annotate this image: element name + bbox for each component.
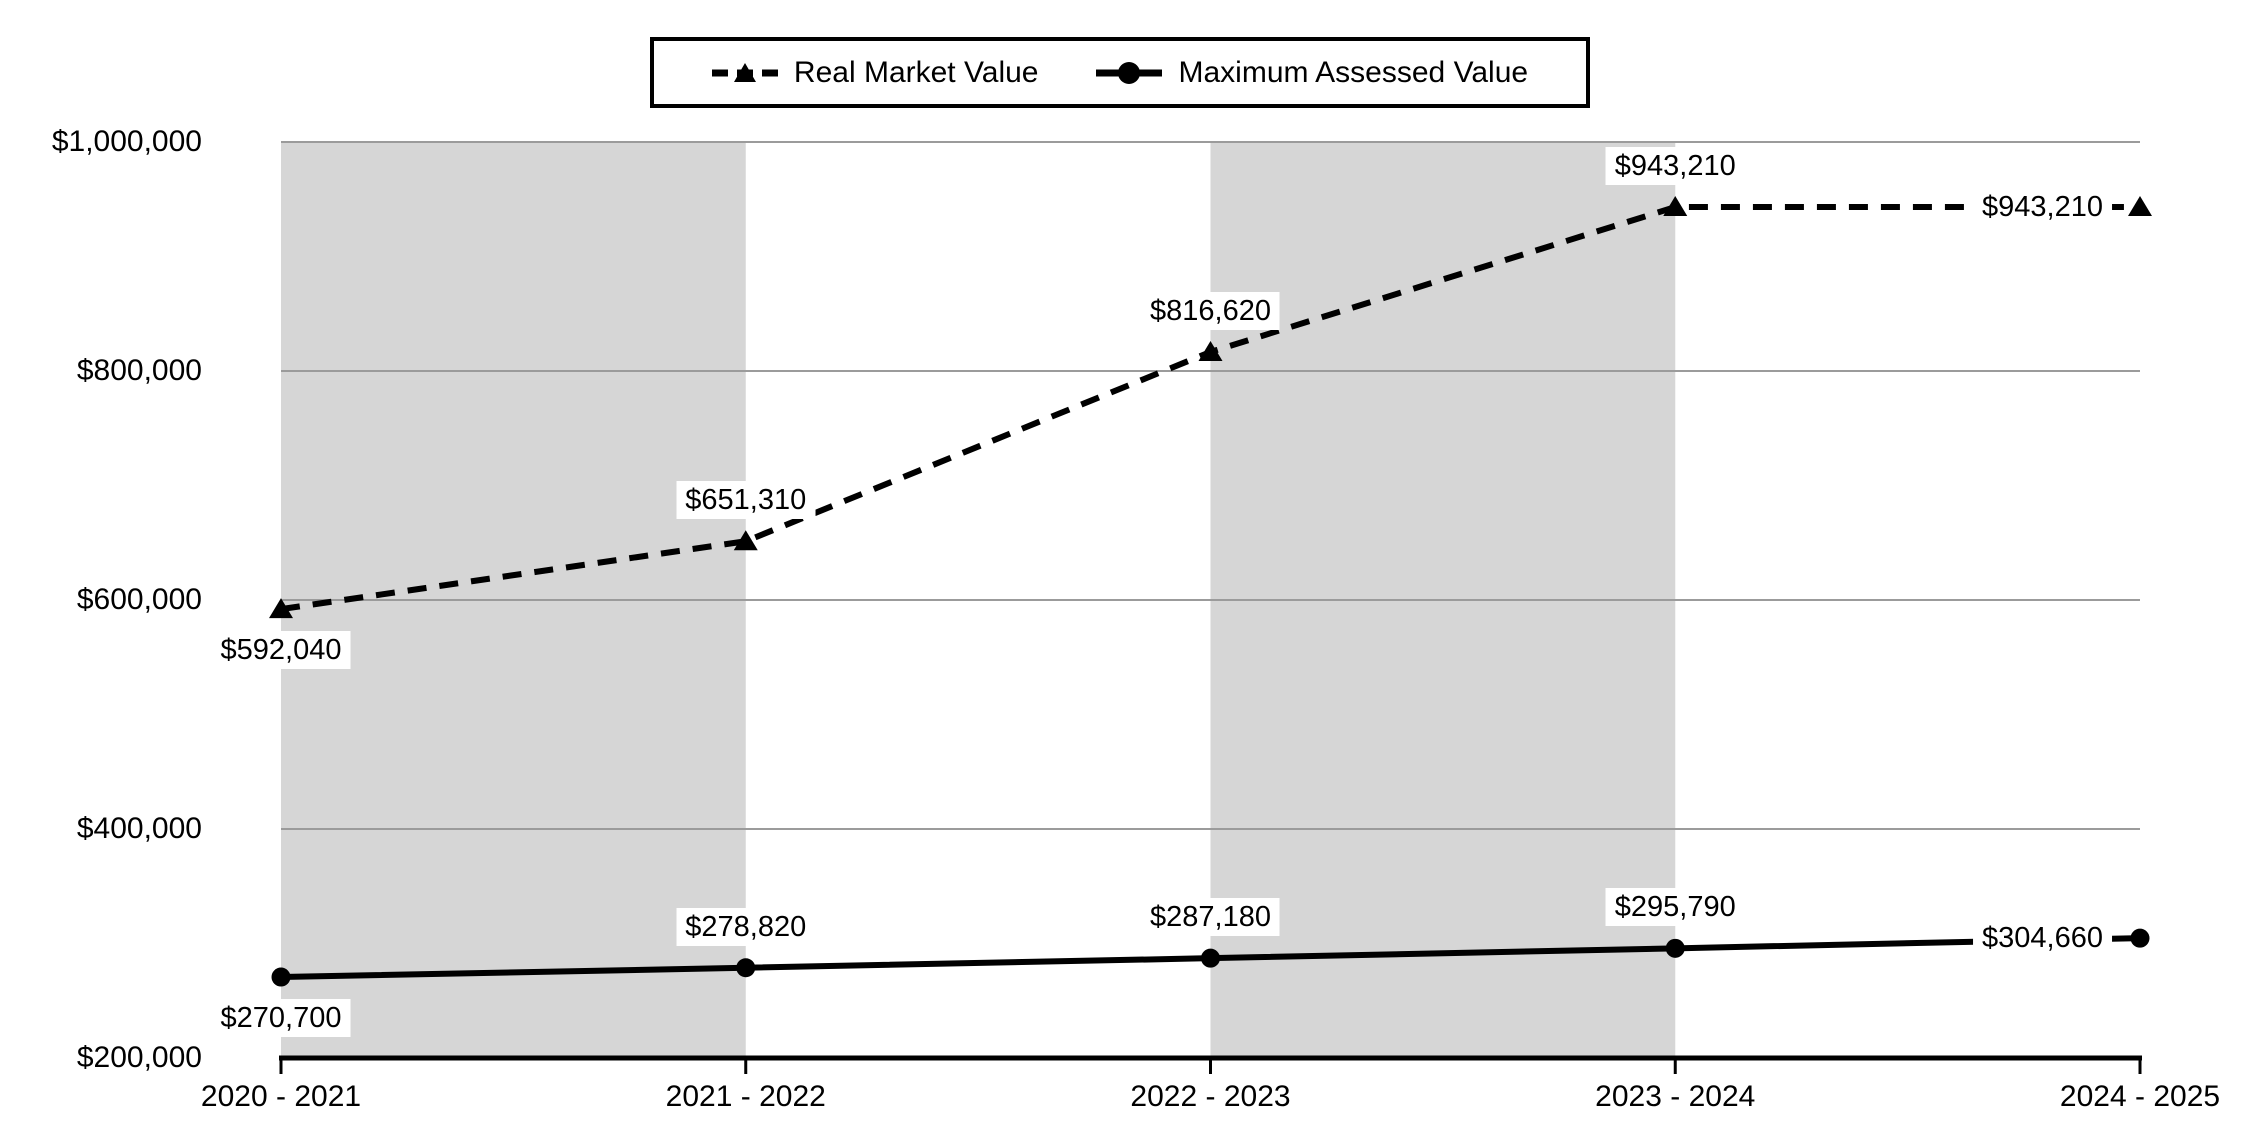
marker-triangle (733, 530, 758, 551)
legend-item-real-market-value: Real Market Value (711, 55, 1039, 90)
marker-circle (1201, 948, 1220, 968)
marker-circle (271, 967, 291, 987)
marker-triangle (269, 598, 293, 619)
marker-circle (736, 958, 756, 978)
legend-label-real-market-value: Real Market Value (793, 55, 1039, 89)
legend: Real Market Value Maximum Assessed Value (650, 37, 1590, 108)
dashed-line-triangle-marker-icon (711, 62, 778, 82)
marker-triangle (1663, 196, 1688, 217)
marker-triangle (2128, 196, 2152, 217)
marker-triangle (1198, 340, 1223, 361)
marker-circle (1665, 938, 1685, 958)
legend-label-maximum-assessed-value: Maximum Assessed Value (1178, 55, 1529, 89)
marker-circle (2130, 928, 2150, 948)
legend-item-maximum-assessed-value: Maximum Assessed Value (1096, 56, 1528, 90)
solid-line-circle-marker-icon (1096, 61, 1163, 84)
